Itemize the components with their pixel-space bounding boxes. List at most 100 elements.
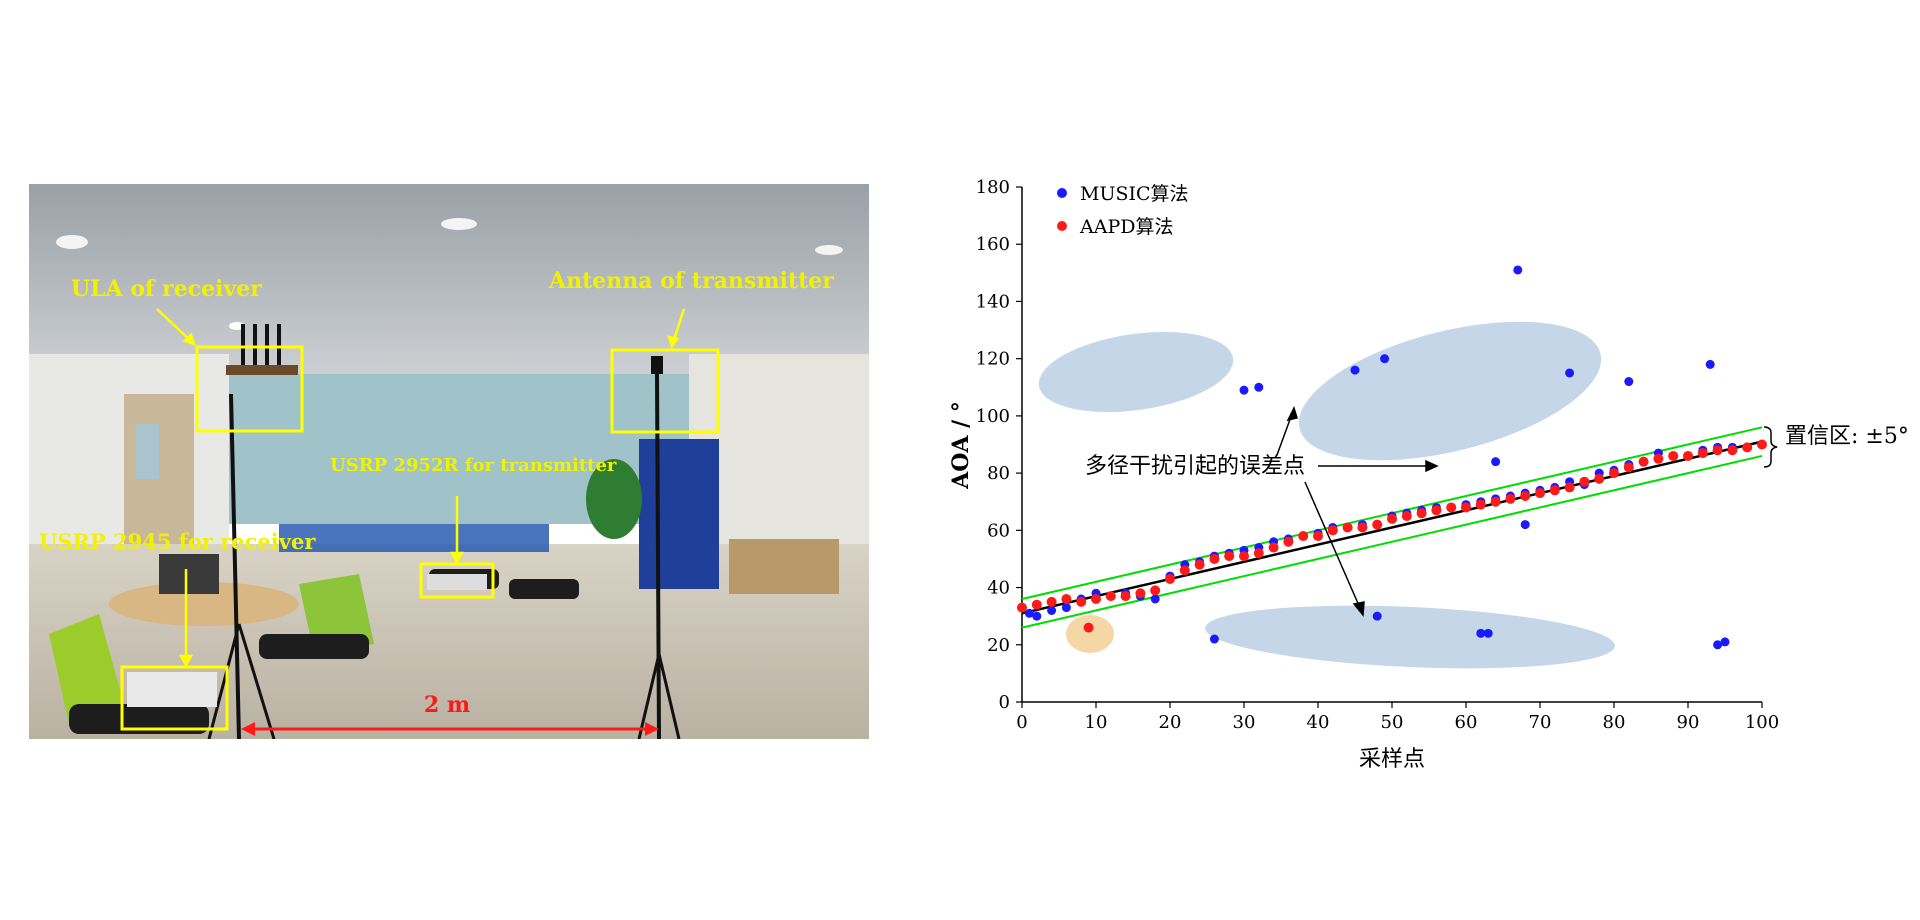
aapd-point bbox=[1535, 488, 1545, 499]
label-usrp-rx: USRP 2945 for receiver bbox=[39, 529, 316, 554]
aapd-point bbox=[1105, 591, 1116, 602]
y-tick-label: 80 bbox=[987, 463, 1010, 484]
aapd-point bbox=[1179, 565, 1190, 576]
ula-highlight-box bbox=[195, 345, 304, 433]
antenna-highlight-box bbox=[610, 348, 720, 434]
aapd-point bbox=[1609, 468, 1619, 479]
data-points bbox=[1017, 265, 1767, 650]
confidence-lower-line bbox=[1021, 454, 1763, 629]
x-tick-label: 70 bbox=[1529, 712, 1552, 733]
aapd-point bbox=[1653, 453, 1664, 464]
ceiling-light bbox=[56, 235, 88, 249]
fit-line bbox=[1021, 440, 1763, 615]
aapd-point bbox=[1505, 493, 1516, 504]
music-point bbox=[1520, 520, 1530, 530]
x-ticks: 0 10 20 30 40 50 60 70 80 90 100 bbox=[1016, 702, 1779, 733]
aapd-point bbox=[1150, 585, 1161, 596]
aapd-point bbox=[1209, 553, 1220, 564]
aapd-point bbox=[1446, 502, 1457, 513]
aapd-point bbox=[1416, 508, 1427, 519]
y-ticks: 0 20 40 60 80 100 120 140 160 180 bbox=[976, 177, 1022, 713]
music-point bbox=[1150, 594, 1160, 604]
aapd-point bbox=[1461, 502, 1471, 513]
legend-marker-aapd bbox=[1057, 221, 1067, 231]
aapd-point bbox=[1712, 445, 1723, 456]
music-point bbox=[1624, 377, 1634, 387]
x-tick-label: 50 bbox=[1381, 712, 1404, 733]
music-point bbox=[1209, 634, 1219, 644]
aapd-point bbox=[1668, 450, 1679, 461]
y-tick-label: 160 bbox=[976, 234, 1010, 255]
usrp-receiver-device bbox=[127, 672, 217, 707]
laptop bbox=[159, 554, 219, 594]
aapd-point bbox=[1475, 499, 1486, 510]
music-point bbox=[1705, 359, 1715, 369]
aapd-point bbox=[1727, 445, 1738, 456]
transmitter-tripod bbox=[655, 373, 661, 740]
label-arrows bbox=[156, 308, 686, 668]
y-axis-label: AOA / ° bbox=[948, 401, 974, 490]
annotation-arrows bbox=[1276, 405, 1439, 617]
aapd-point bbox=[1564, 482, 1575, 493]
y-tick-label: 60 bbox=[987, 520, 1010, 541]
aapd-point bbox=[1490, 496, 1501, 507]
y-tick-label: 180 bbox=[976, 177, 1010, 198]
annotation-confidence: 置信区: ±5° bbox=[1785, 424, 1909, 449]
aapd-point bbox=[1253, 548, 1264, 559]
aapd-point bbox=[1061, 594, 1072, 604]
label-distance: 2 m bbox=[424, 692, 470, 718]
aapd-point bbox=[1017, 602, 1027, 613]
experiment-photo-canvas: ULA of receiver Antenna of transmitter U… bbox=[29, 184, 869, 740]
aapd-point bbox=[1387, 513, 1397, 524]
label-ula: ULA of receiver bbox=[71, 276, 262, 302]
music-point bbox=[1483, 628, 1493, 638]
music-point bbox=[1024, 608, 1034, 618]
music-point bbox=[1491, 457, 1501, 467]
music-point bbox=[1047, 605, 1057, 615]
x-tick-label: 100 bbox=[1745, 712, 1779, 733]
music-point bbox=[1372, 611, 1382, 621]
music-point bbox=[1239, 385, 1249, 395]
aapd-point bbox=[1194, 559, 1205, 570]
multipath-region-1 bbox=[1038, 331, 1234, 413]
aapd-point bbox=[1579, 476, 1590, 487]
aapd-point bbox=[1165, 573, 1175, 584]
usrp-rx-highlight-box bbox=[120, 665, 229, 731]
annotation-multipath: 多径干扰引起的误差点 bbox=[1085, 454, 1305, 479]
aapd-point bbox=[1357, 522, 1368, 533]
legend-marker-music bbox=[1057, 188, 1067, 198]
aapd-point bbox=[1091, 594, 1101, 604]
y-tick-label: 0 bbox=[999, 692, 1010, 713]
legend-label-aapd: AAPD算法 bbox=[1079, 216, 1173, 238]
aapd-point bbox=[1083, 622, 1094, 633]
transmitter-antenna bbox=[651, 356, 663, 374]
plant bbox=[586, 459, 642, 539]
x-tick-label: 40 bbox=[1307, 712, 1330, 733]
x-tick-label: 20 bbox=[1159, 712, 1182, 733]
ceiling-light bbox=[815, 245, 843, 255]
aapd-point bbox=[1401, 511, 1412, 522]
y-tick-label: 40 bbox=[987, 578, 1010, 599]
ula-antennas bbox=[226, 324, 298, 375]
aapd-point bbox=[1638, 456, 1649, 467]
x-tick-label: 80 bbox=[1603, 712, 1626, 733]
aapd-point bbox=[1135, 588, 1146, 599]
aapd-point bbox=[1031, 599, 1042, 610]
x-tick-label: 60 bbox=[1455, 712, 1478, 733]
music-point bbox=[1032, 611, 1042, 621]
multipath-region-3 bbox=[1205, 605, 1615, 669]
music-point bbox=[1720, 637, 1730, 647]
music-point bbox=[1476, 628, 1486, 638]
blue-chairs bbox=[279, 524, 549, 552]
aapd-point bbox=[1757, 439, 1767, 450]
multipath-regions bbox=[1038, 321, 1615, 669]
music-point bbox=[1380, 354, 1390, 364]
x-tick-label: 30 bbox=[1233, 712, 1256, 733]
door-window bbox=[135, 424, 159, 479]
music-point bbox=[1713, 640, 1723, 650]
y-tick-label: 120 bbox=[976, 349, 1010, 370]
music-point bbox=[1565, 368, 1575, 378]
aapd-point bbox=[1224, 551, 1235, 562]
aapd-point bbox=[1313, 531, 1323, 542]
music-point bbox=[1061, 603, 1071, 613]
